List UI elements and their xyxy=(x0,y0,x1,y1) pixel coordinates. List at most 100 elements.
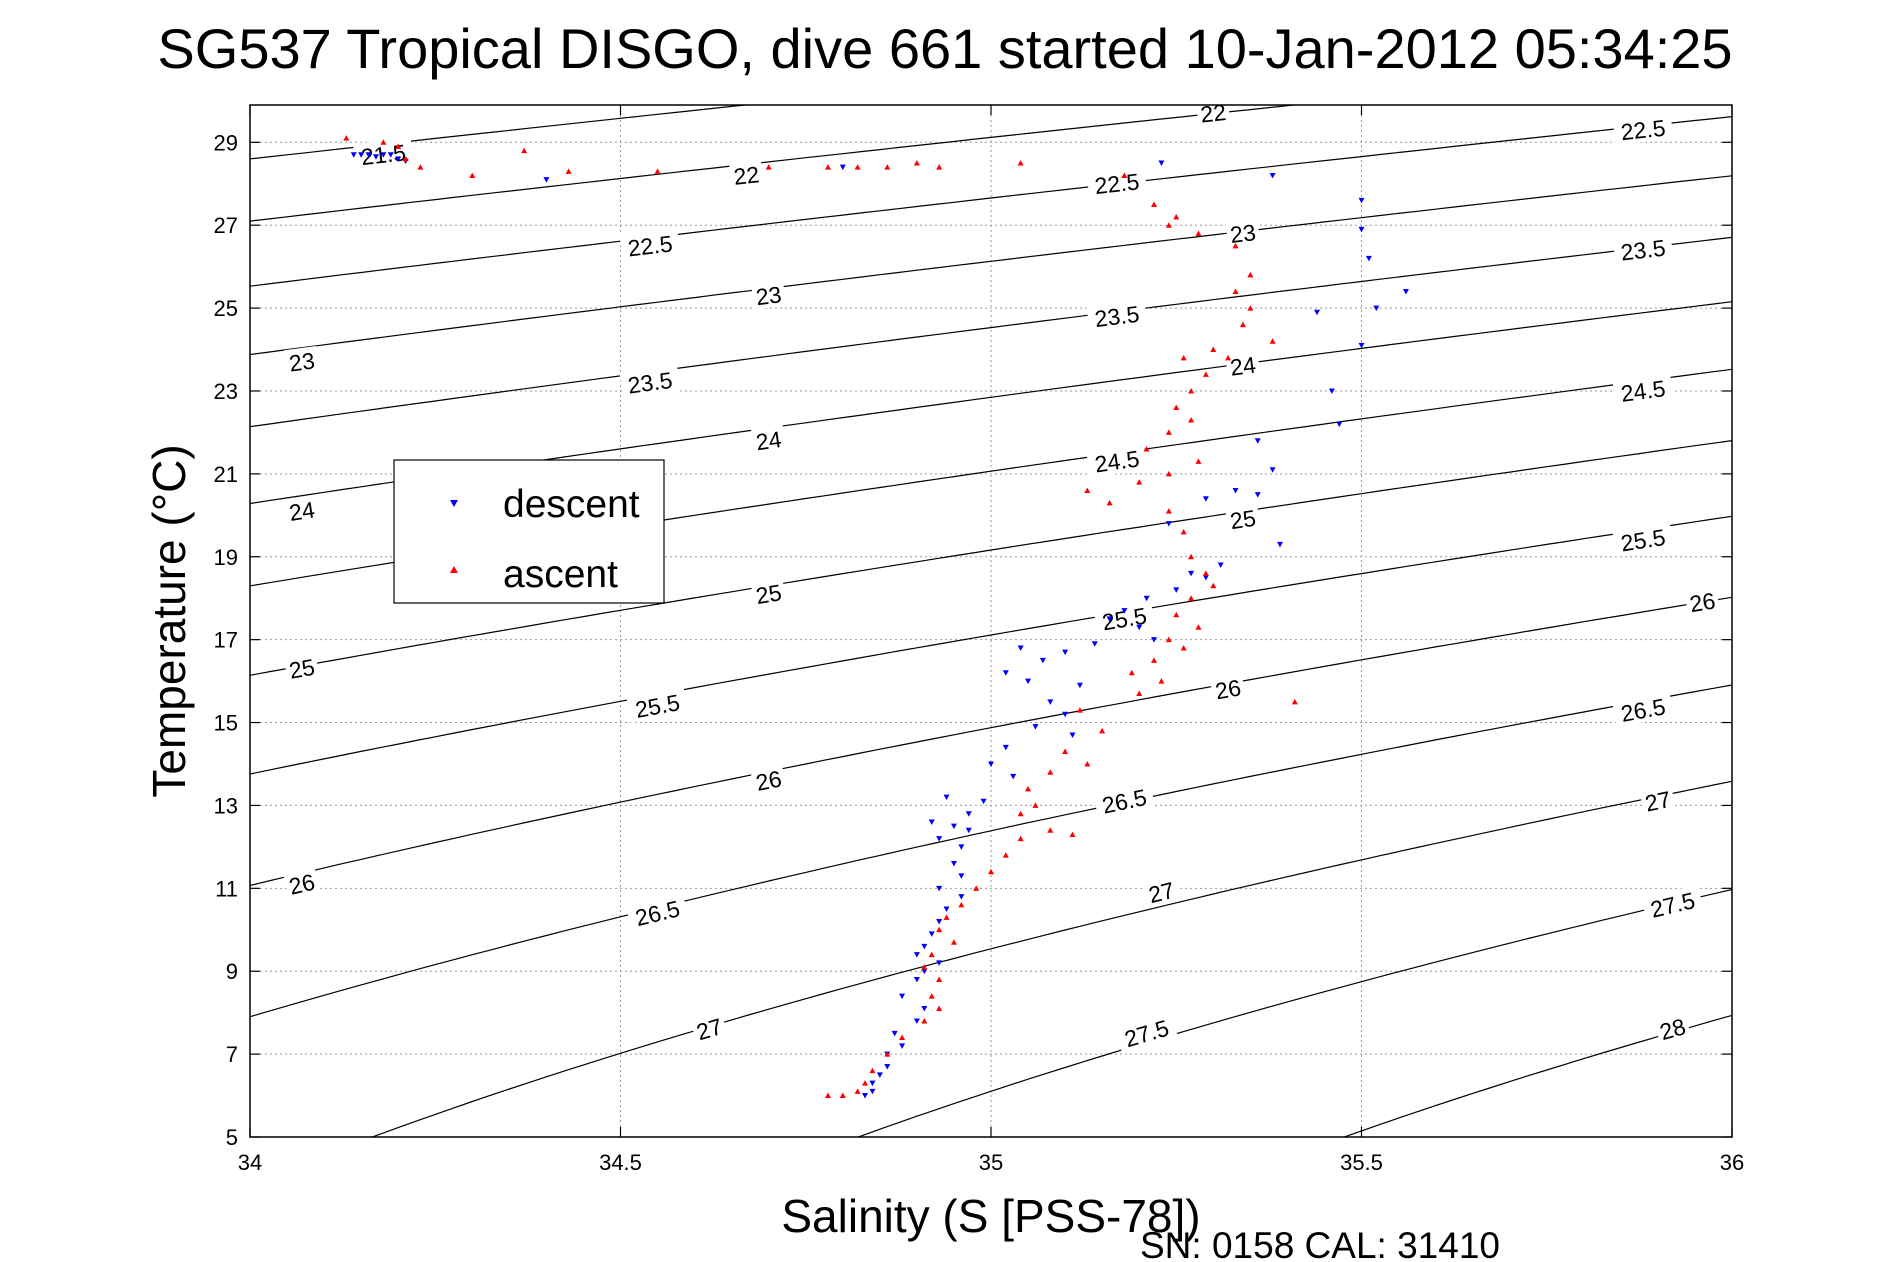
contour-label: 25.5 xyxy=(1612,522,1674,557)
descent-point xyxy=(913,1018,920,1024)
descent-point xyxy=(958,844,965,850)
contour-label-text: 25 xyxy=(1228,505,1257,534)
contour-label: 27 xyxy=(690,1011,729,1045)
descent-point xyxy=(950,823,957,830)
contour-label: 27 xyxy=(1639,784,1676,817)
descent-point xyxy=(891,1030,898,1037)
isopycnal-line xyxy=(250,116,1732,287)
x-tick-label: 35 xyxy=(979,1150,1003,1175)
ascent-point xyxy=(958,901,965,908)
descent-point xyxy=(1254,438,1261,444)
contour-label-text: 25.5 xyxy=(1619,524,1667,556)
contour-label: 27.5 xyxy=(1114,1011,1178,1054)
ascent-point xyxy=(1210,582,1217,589)
descent-point xyxy=(1358,197,1365,204)
ascent-point xyxy=(402,155,409,162)
descent-point xyxy=(1062,711,1069,718)
contour-label-text: 26 xyxy=(1213,674,1243,704)
contour-label-bg xyxy=(1653,1011,1692,1046)
contour-label-text: 26 xyxy=(754,765,784,796)
ascent-point xyxy=(1069,831,1076,837)
descent-point xyxy=(913,952,920,958)
contour-label-text: 26 xyxy=(1688,587,1717,617)
descent-point xyxy=(1010,773,1017,780)
descent-point xyxy=(921,968,928,975)
contour-label-bg xyxy=(284,346,320,376)
contour-label: 26.5 xyxy=(1093,781,1156,819)
contour-label-text: 22.5 xyxy=(1619,115,1666,146)
descent-point xyxy=(869,1080,876,1087)
contour-label-text: 24 xyxy=(287,496,316,526)
contour-label-bg xyxy=(1639,784,1676,817)
ascent-point xyxy=(839,1092,846,1099)
ascent-point xyxy=(943,914,950,920)
ascent-point xyxy=(1136,479,1143,485)
descent-point xyxy=(1373,305,1380,312)
descent-point xyxy=(1217,562,1224,569)
grid-lines xyxy=(250,105,1732,1137)
ascent-point xyxy=(921,964,928,970)
descent-point xyxy=(387,152,394,158)
contour-label: 22.5 xyxy=(1612,112,1674,146)
descent-point xyxy=(1269,172,1276,179)
descent-point xyxy=(1165,521,1172,527)
contour-label-text: 24 xyxy=(1229,352,1258,381)
y-tick-label: 29 xyxy=(214,130,238,155)
descent-point xyxy=(965,811,972,817)
x-tick-label: 35.5 xyxy=(1340,1150,1383,1175)
data-series xyxy=(343,135,1409,1099)
descent-point xyxy=(876,1072,883,1078)
descent-point xyxy=(928,931,935,937)
contour-label: 22 xyxy=(1195,97,1231,128)
descent-point xyxy=(1121,608,1128,614)
descent-point xyxy=(958,873,965,879)
contour-label: 27.5 xyxy=(1641,884,1704,924)
ascent-point xyxy=(936,976,943,983)
ascent-point xyxy=(973,885,980,891)
contour-label: 22.5 xyxy=(1086,166,1148,199)
contour-label-text: 22.5 xyxy=(1093,168,1140,199)
ascent-point xyxy=(521,147,528,154)
series-ascent xyxy=(343,135,1298,1099)
ascent-point xyxy=(1151,657,1158,663)
ascent-point xyxy=(1151,201,1158,207)
contour-label-bg xyxy=(1684,585,1721,617)
contour-label: 23.5 xyxy=(1086,298,1148,332)
ascent-point xyxy=(1225,354,1232,361)
ascent-point xyxy=(1180,528,1187,535)
contour-label-text: 25.5 xyxy=(1100,602,1148,635)
contour-label-text: 25.5 xyxy=(633,689,682,723)
ascent-point xyxy=(1047,769,1054,775)
ascent-point xyxy=(1165,508,1172,514)
ascent-point xyxy=(1195,230,1202,236)
contour-label: 25 xyxy=(750,577,787,609)
y-tick-label: 27 xyxy=(214,213,238,238)
contour-label: 25.5 xyxy=(1093,600,1155,636)
ascent-point xyxy=(1239,321,1246,328)
ascent-point xyxy=(1165,636,1172,643)
x-axis-ticks: 34 34.5 35 35.5 36 xyxy=(238,105,1744,1175)
contour-label: 25 xyxy=(283,652,320,684)
descent-point xyxy=(1151,637,1158,643)
isopycnal-line xyxy=(250,105,1300,222)
contour-label: 26 xyxy=(1209,672,1246,704)
contour-label-bg xyxy=(1093,781,1156,819)
ascent-point xyxy=(1017,810,1024,817)
ascent-point xyxy=(854,164,861,170)
contour-label-text: 24.5 xyxy=(1619,375,1667,407)
descent-point xyxy=(1143,595,1150,602)
contour-label-text: 27.5 xyxy=(1121,1015,1171,1053)
descent-point xyxy=(1188,570,1195,577)
descent-point xyxy=(921,943,928,950)
ascent-point xyxy=(380,139,387,145)
contour-label-text: 23.5 xyxy=(1093,301,1141,332)
descent-point xyxy=(1025,678,1032,685)
x-tick-label: 34.5 xyxy=(599,1150,642,1175)
y-axis-label: Temperature (°C) xyxy=(143,444,195,797)
descent-point xyxy=(1269,467,1276,473)
contour-label-text: 22 xyxy=(1199,99,1227,128)
ascent-point xyxy=(469,172,476,178)
ascent-point xyxy=(1173,213,1180,220)
ascent-point xyxy=(1195,624,1202,630)
contour-label-bg xyxy=(1612,691,1674,728)
